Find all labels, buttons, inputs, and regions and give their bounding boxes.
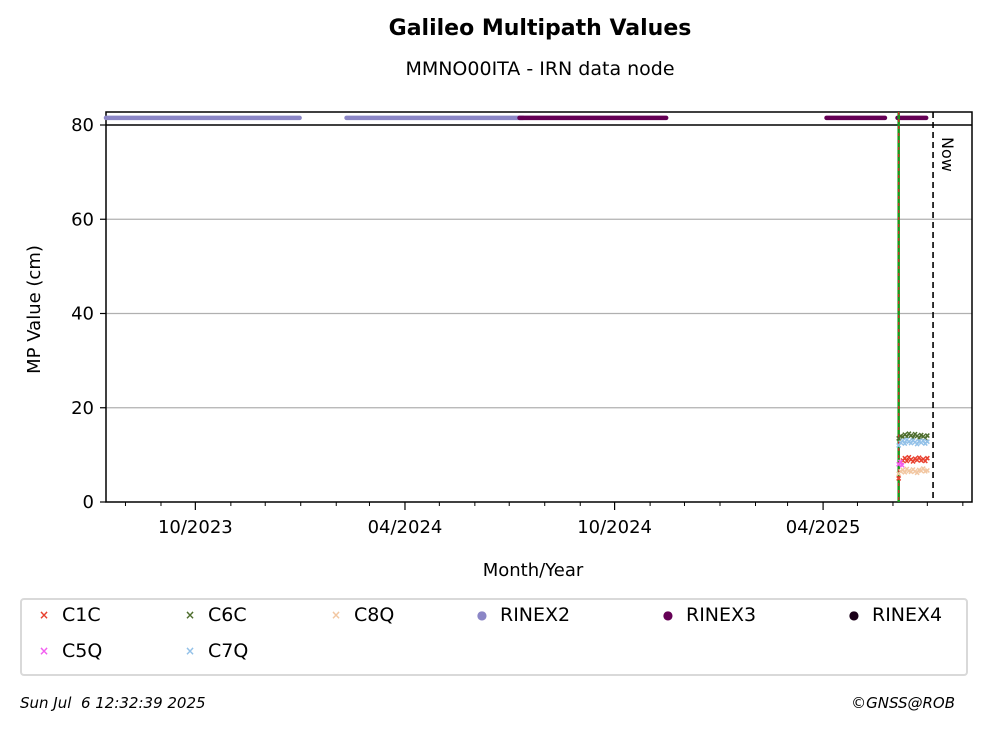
point-c1c <box>924 455 930 461</box>
now-label: Now <box>938 137 957 172</box>
legend-marker-icon: × <box>38 644 50 658</box>
legend-item-c5q: × C5Q <box>38 640 102 662</box>
legend-item-c6c: × C6C <box>184 604 247 626</box>
chart-title: Galileo Multipath Values <box>388 16 692 41</box>
x-tick-label: 10/2023 <box>158 517 233 538</box>
point-c1c <box>896 475 902 481</box>
point-c5q <box>899 462 905 468</box>
legend-marker-icon: ● <box>848 608 860 622</box>
legend-marker-icon: × <box>330 608 342 622</box>
point-c8q <box>924 467 930 473</box>
y-tick-label: 0 <box>83 492 94 513</box>
legend-item-rinex2: ● RINEX2 <box>476 604 570 626</box>
legend-label: RINEX3 <box>686 604 757 626</box>
point-c7q <box>902 441 908 447</box>
x-tick-label: 04/2025 <box>786 517 861 538</box>
plot-frame <box>105 111 973 503</box>
x-tick-label: 10/2024 <box>577 517 652 538</box>
legend-item-c1c: × C1C <box>38 604 101 626</box>
y-tick-label: 80 <box>71 115 94 136</box>
legend-item-c8q: × C8Q <box>330 604 394 626</box>
y-tick-label: 60 <box>71 209 94 230</box>
chart-svg: 0 20 40 60 80 10/2023 04/2024 10/2024 04/2025 Mon… <box>24 111 973 581</box>
legend-marker-icon: × <box>184 608 196 622</box>
legend-label: RINEX2 <box>500 604 571 626</box>
legend-label: RINEX4 <box>872 604 943 626</box>
x-tick-label: 04/2024 <box>368 517 443 538</box>
point-c5q <box>897 459 903 465</box>
legend-marker-icon: ● <box>662 608 674 622</box>
legend-label: C7Q <box>208 640 249 662</box>
legend-marker-icon: × <box>184 644 196 658</box>
point-c1c <box>904 458 910 464</box>
y-axis-label: MP Value (cm) <box>24 245 45 374</box>
legend-label: C6C <box>208 604 247 626</box>
x-axis-label: Month/Year <box>483 560 584 581</box>
point-c6c <box>924 433 930 439</box>
legend-item-c7q: × C7Q <box>184 640 248 662</box>
legend-box: × C1C × C6C × C8Q ● RINEX2 ● RINEX3 ● RINEX4 × C5Q × C7… <box>20 598 968 676</box>
point-c7q <box>924 439 930 445</box>
point-c8q <box>902 469 908 475</box>
legend-label: C5Q <box>62 640 103 662</box>
y-tick-label: 20 <box>71 398 94 419</box>
legend-item-rinex3: ● RINEX3 <box>662 604 756 626</box>
copyright-label: ©GNSS@ROB <box>851 694 955 712</box>
timestamp-label: Sun Jul 6 12:32:39 2025 <box>20 694 206 712</box>
legend-marker-icon: × <box>38 608 50 622</box>
legend-marker-icon: ● <box>476 608 488 622</box>
y-tick-label: 40 <box>71 304 94 325</box>
chart-subtitle: MMNO00ITA - IRN data node <box>405 58 675 80</box>
legend-label: C1C <box>62 604 101 626</box>
legend-item-rinex4: ● RINEX4 <box>848 604 942 626</box>
legend-label: C8Q <box>354 604 395 626</box>
